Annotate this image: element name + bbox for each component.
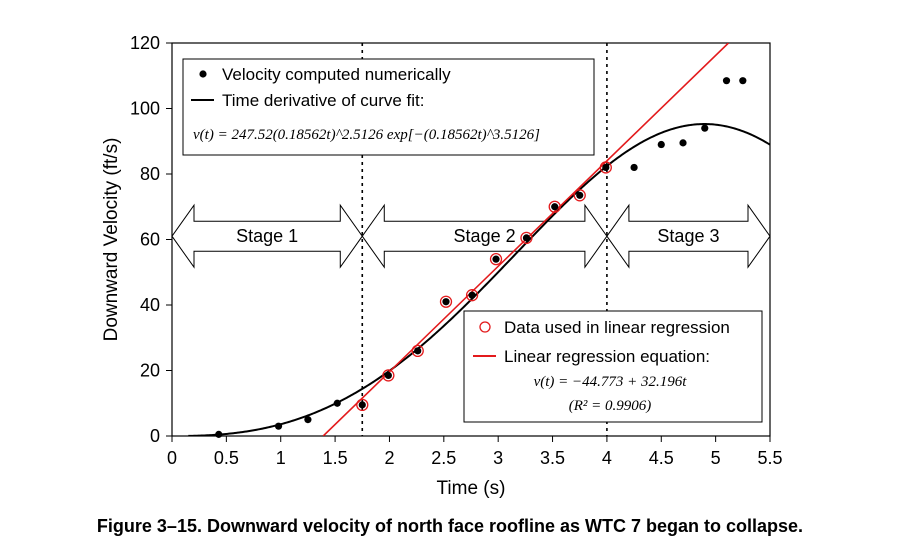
y-axis-title: Downward Velocity (ft/s): [101, 138, 122, 342]
numeric-point: [722, 77, 731, 85]
stage-label: Stage 3: [657, 226, 719, 246]
numeric-point: [442, 298, 450, 306]
legend-label-regression: Data used in linear regression: [504, 318, 730, 337]
numeric-point: [215, 430, 223, 438]
y-tick-label: 120: [130, 33, 160, 53]
numeric-point: [657, 140, 665, 149]
regression-point: [599, 161, 612, 174]
numeric-point: [274, 422, 283, 430]
stage-arrow: [606, 203, 771, 269]
regression-point: [573, 189, 586, 202]
legend-top: Velocity computed numerically Time deriv…: [182, 58, 595, 156]
numeric-point: [630, 163, 638, 172]
numeric-point: [414, 347, 422, 355]
x-tick-label: 0: [167, 448, 177, 468]
numeric-point: [602, 163, 610, 172]
regression-point: [548, 200, 561, 213]
y-tick-label: 20: [140, 361, 160, 381]
numeric-point: [522, 234, 531, 242]
legend-marker-regression: [479, 321, 491, 333]
axis-ticks: 0 0.5 1 1.5 2 2.5 3 3.5 4 4.5 5 5.5 0 20 40 60 80 100 120: [130, 33, 783, 468]
numeric-point: [468, 291, 476, 299]
x-tick-label: 5.5: [757, 448, 782, 468]
legend-label-fit: Time derivative of curve fit:: [222, 91, 425, 110]
legend-label-numeric: Velocity computed numerically: [222, 65, 451, 84]
numeric-point: [551, 203, 559, 211]
y-tick-label: 60: [140, 230, 160, 250]
x-tick-label: 2: [384, 448, 394, 468]
regression-point: [411, 344, 424, 358]
x-tick-label: 3.5: [540, 448, 565, 468]
x-tick-label: 2.5: [431, 448, 456, 468]
figure-caption: Figure 3–15. Downward velocity of north …: [96, 516, 804, 536]
stage-arrows: Stage 1 Stage 2 Stage 3: [171, 203, 771, 269]
x-tick-label: 4.5: [649, 448, 674, 468]
numeric-point: [333, 399, 341, 407]
x-tick-label: 0.5: [214, 448, 239, 468]
x-tick-label: 4: [602, 448, 612, 468]
legend-marker-numeric: [199, 70, 207, 78]
x-tick-label: 1: [276, 448, 286, 468]
y-tick-label: 0: [150, 426, 160, 446]
x-axis-title: Time (s): [437, 478, 506, 499]
regression-point: [356, 398, 369, 412]
linear-equation: v(t) = −44.773 + 32.196t: [534, 374, 688, 390]
regression-point: [382, 369, 395, 382]
x-tick-label: 5: [711, 448, 721, 468]
numeric-point: [492, 255, 500, 263]
numeric-point: [701, 124, 709, 132]
legend-label-linear: Linear regression equation:: [504, 347, 710, 366]
y-tick-label: 40: [140, 295, 160, 315]
numeric-point: [358, 401, 366, 409]
stage-label: Stage 2: [454, 226, 516, 246]
numeric-point: [679, 139, 687, 147]
numeric-point: [739, 77, 747, 85]
velocity-chart: 0 0.5 1 1.5 2 2.5 3 3.5 4 4.5 5 5.5020406080100120 …: [101, 33, 783, 499]
x-tick-label: 1.5: [323, 448, 348, 468]
regression-point: [465, 289, 479, 302]
numeric-point: [304, 416, 312, 424]
regression-point: [489, 252, 503, 266]
fit-equation: v(t) = 247.52(0.18562t)^2.5126 exp[−(0.1…: [193, 127, 540, 143]
stage-label: Stage 1: [236, 226, 298, 246]
numeric-point: [576, 191, 584, 199]
legend-bottom: Data used in linear regression Linear re…: [463, 310, 763, 423]
regression-point: [439, 295, 453, 308]
regression-point: [520, 231, 533, 245]
numeric-point: [384, 371, 392, 380]
data-points: [215, 77, 747, 438]
y-tick-label: 100: [130, 99, 160, 119]
y-tick-label: 80: [140, 164, 160, 184]
fit-curve: [188, 123, 770, 436]
x-tick-label: 3: [493, 448, 503, 468]
r-squared: (R² = 0.9906): [569, 398, 652, 414]
